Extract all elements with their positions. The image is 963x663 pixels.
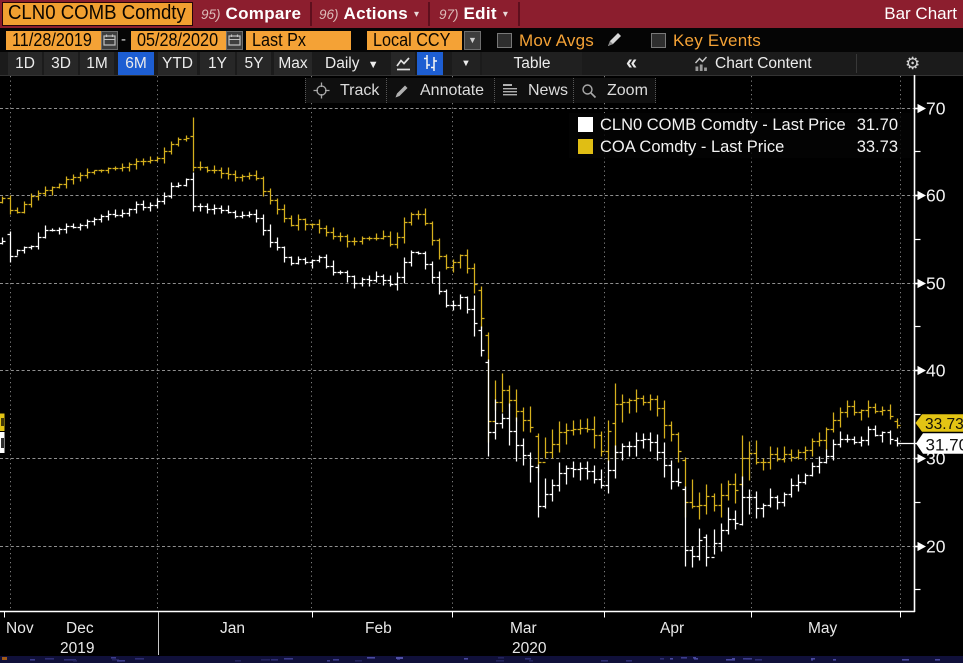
svg-text:Jan: Jan: [220, 620, 245, 637]
svg-text:Dec: Dec: [66, 620, 94, 637]
svg-text:20: 20: [926, 537, 946, 557]
svg-text:Nov: Nov: [6, 620, 34, 637]
svg-text:50: 50: [926, 274, 946, 294]
svg-text:Feb: Feb: [365, 620, 392, 637]
svg-text:40: 40: [926, 361, 946, 381]
svg-text:70: 70: [926, 99, 946, 119]
svg-text:Mar: Mar: [510, 620, 537, 637]
svg-text:60: 60: [926, 186, 946, 206]
svg-text:May: May: [808, 620, 838, 637]
svg-text:2020: 2020: [512, 640, 547, 657]
svg-text:33.73: 33.73: [925, 416, 963, 433]
svg-text:2019: 2019: [60, 640, 94, 657]
svg-text:Apr: Apr: [660, 620, 684, 637]
svg-text:31.70: 31.70: [926, 436, 963, 455]
